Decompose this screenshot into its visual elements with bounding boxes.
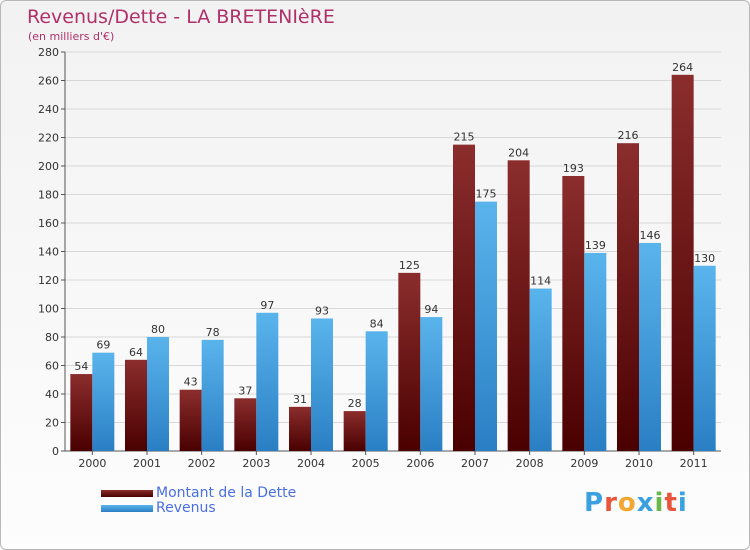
x-tick-label: 2001: [133, 457, 161, 470]
bar-revenus: [201, 339, 224, 451]
legend-label-dette: Montant de la Dette: [156, 485, 297, 501]
bar-revenus: [420, 317, 443, 451]
bar-dette: [453, 144, 475, 451]
bar-dette: [343, 411, 366, 451]
bar-dette: [234, 398, 257, 451]
chart-subtitle: (en milliers d'€): [28, 30, 115, 43]
y-tick-label: 280: [38, 46, 59, 59]
data-label-revenus: 114: [530, 275, 551, 288]
data-label-revenus: 69: [96, 339, 110, 352]
x-tick-label: 2000: [78, 457, 106, 470]
data-label-dette: 193: [563, 162, 584, 175]
chart-title: Revenus/Dette - LA BRETENIèRE: [27, 6, 335, 28]
bar-revenus: [92, 352, 115, 451]
x-tick-label: 2008: [516, 457, 544, 470]
data-label-dette: 31: [293, 393, 307, 406]
data-label-revenus: 94: [424, 303, 438, 316]
logo-letter: t: [664, 488, 678, 518]
x-tick-label: 2007: [461, 457, 489, 470]
proxiti-logo: Proxiti: [584, 488, 688, 518]
grid-lines: [65, 51, 721, 452]
bar-revenus: [639, 242, 661, 451]
bars: [70, 74, 716, 452]
bar-dette: [562, 175, 585, 451]
y-tick-label: 0: [52, 445, 59, 458]
x-tick-label: 2004: [297, 457, 325, 470]
y-tick-label: 180: [38, 189, 59, 202]
data-label-dette: 215: [454, 131, 475, 144]
bar-revenus: [693, 265, 716, 451]
bar-dette: [125, 359, 147, 451]
data-label-revenus: 97: [260, 299, 274, 312]
data-label-revenus: 146: [640, 229, 661, 242]
y-tick-label: 260: [38, 75, 59, 88]
logo-letter: i: [677, 488, 688, 518]
bar-revenus: [256, 312, 279, 451]
axes: 0 20 40 60 80 100 120 140 160 180 200 220 240 260 280 2…: [38, 46, 721, 470]
data-label-dette: 54: [74, 360, 88, 373]
logo-letter: r: [604, 488, 618, 518]
y-tick-label: 60: [45, 360, 59, 373]
data-label-dette: 28: [348, 397, 362, 410]
bar-dette: [70, 374, 93, 451]
y-tick-label: 100: [38, 303, 59, 316]
data-label-revenus: 93: [315, 304, 329, 317]
x-tick-label: 2006: [406, 457, 434, 470]
bar-revenus: [365, 331, 388, 451]
x-tick-label: 2010: [625, 457, 653, 470]
legend-swatch-dette: [101, 490, 153, 497]
bar-dette: [507, 160, 530, 452]
data-label-dette: 216: [618, 129, 639, 142]
bar-revenus: [311, 318, 333, 451]
bar-revenus: [584, 252, 607, 451]
x-tick-label: 2003: [242, 457, 270, 470]
bar-revenus: [529, 288, 552, 451]
data-label-revenus: 139: [585, 239, 606, 252]
bar-dette: [289, 406, 311, 451]
bar-revenus: [475, 201, 497, 451]
data-label-dette: 204: [508, 146, 529, 159]
x-tick-label: 2005: [352, 457, 380, 470]
logo-letter: x: [636, 488, 655, 518]
data-label-dette: 37: [238, 384, 252, 397]
logo-letter: P: [584, 488, 605, 518]
y-tick-label: 40: [45, 388, 59, 401]
data-label-revenus: 175: [476, 188, 497, 201]
y-tick-label: 80: [45, 331, 59, 344]
data-label-dette: 43: [184, 376, 198, 389]
y-tick-label: 220: [38, 132, 59, 145]
y-tick-label: 240: [38, 103, 59, 116]
data-label-revenus: 130: [694, 252, 715, 265]
bar-dette: [671, 74, 694, 452]
data-label-revenus: 78: [206, 326, 220, 339]
x-tick-label: 2009: [570, 457, 598, 470]
x-tick-label: 2002: [188, 457, 216, 470]
y-tick-label: 200: [38, 160, 59, 173]
data-label-dette: 264: [672, 61, 693, 74]
y-tick-label: 160: [38, 217, 59, 230]
y-tick-label: 20: [45, 417, 59, 430]
bar-dette: [179, 389, 202, 451]
bar-revenus: [147, 337, 169, 451]
legend-swatch-revenus: [101, 505, 153, 512]
y-tick-label: 140: [38, 246, 59, 259]
data-labels: 54 69 64 80 43 78 37 97 31 93 28 84 125 94 215 175 204 11…: [74, 61, 715, 410]
logo-letter: o: [617, 488, 637, 518]
bar-dette: [617, 143, 639, 451]
x-tick-label: 2011: [680, 457, 708, 470]
data-label-dette: 64: [129, 346, 143, 359]
data-label-dette: 125: [399, 259, 420, 272]
y-tick-label: 120: [38, 274, 59, 287]
legend-label-revenus: Revenus: [156, 500, 216, 516]
data-label-revenus: 84: [370, 317, 384, 330]
logo-letter: i: [654, 488, 665, 518]
bar-dette: [398, 272, 421, 451]
data-label-revenus: 80: [151, 323, 165, 336]
